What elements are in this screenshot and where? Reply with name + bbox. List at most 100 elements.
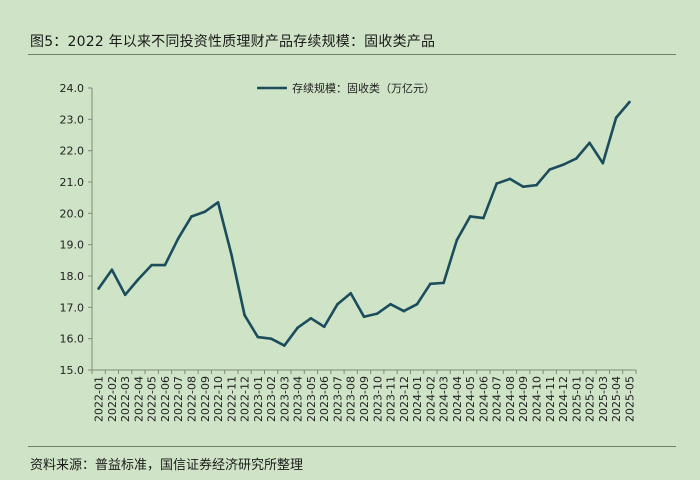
data-point xyxy=(349,291,353,295)
data-point xyxy=(322,325,326,329)
data-point xyxy=(628,100,631,104)
x-tick-label: 2023-05 xyxy=(305,376,318,422)
x-tick-label: 2024-02 xyxy=(424,376,437,422)
x-tick-label: 2023-03 xyxy=(278,376,291,422)
x-tick-label: 2023-07 xyxy=(331,376,344,422)
y-tick-label: 24.0 xyxy=(60,82,85,95)
x-tick-label: 2022-03 xyxy=(119,376,132,422)
x-tick-label: 2023-12 xyxy=(398,376,411,422)
x-tick-label: 2024-06 xyxy=(477,376,490,422)
data-point xyxy=(176,237,180,240)
source-note: 资料来源：普益标准，国信证券经济研究所整理 xyxy=(30,458,304,473)
data-point xyxy=(256,335,260,339)
x-tick-label: 2024-09 xyxy=(517,376,530,422)
data-point xyxy=(429,282,432,286)
x-tick-label: 2022-04 xyxy=(132,376,145,422)
data-point xyxy=(561,163,565,167)
x-tick-label: 2025-01 xyxy=(570,376,583,422)
data-point xyxy=(402,309,406,313)
data-point xyxy=(495,182,498,185)
data-point xyxy=(415,302,419,306)
x-tick-label: 2023-11 xyxy=(385,376,398,422)
x-tick-label: 2022-10 xyxy=(212,376,225,422)
data-point xyxy=(535,183,538,187)
x-tick-label: 2023-02 xyxy=(265,376,278,422)
data-point xyxy=(283,344,286,347)
legend-label: 存续规模：固收类（万亿元） xyxy=(292,81,435,95)
y-tick-label: 23.0 xyxy=(60,113,85,126)
series-line xyxy=(97,100,631,347)
x-axis: 2022-01 2022-02 2022-03 2022-04 2022-05 2022-… xyxy=(91,369,637,422)
data-point xyxy=(296,326,299,330)
y-tick-label: 22.0 xyxy=(60,145,85,158)
x-tick-label: 2023-08 xyxy=(345,376,358,422)
x-tick-label: 2024-04 xyxy=(451,376,464,422)
x-tick-label: 2024-11 xyxy=(544,376,557,422)
x-tick-label: 2024-12 xyxy=(557,376,570,422)
data-point xyxy=(243,313,246,317)
y-tick-label: 15.0 xyxy=(60,364,85,377)
data-point xyxy=(336,302,339,306)
y-tick-label: 19.0 xyxy=(60,239,85,252)
y-tick-label: 17.0 xyxy=(60,301,85,314)
data-point xyxy=(468,215,472,218)
data-point xyxy=(230,252,233,256)
data-point xyxy=(601,161,605,165)
x-tick-label: 2022-05 xyxy=(146,376,159,422)
data-point xyxy=(442,281,445,285)
data-point xyxy=(203,210,207,214)
x-tick-label: 2023-06 xyxy=(318,376,331,422)
data-point xyxy=(455,238,459,242)
data-point xyxy=(97,287,100,290)
line-chart: 存续规模：固收类（万亿元） 15.0 16.0 17.0 18.0 19.0 20.0 21… xyxy=(60,81,637,422)
x-tick-label: 2022-02 xyxy=(106,376,119,422)
x-tick-label: 2022-11 xyxy=(225,376,238,422)
x-tick-label: 2023-04 xyxy=(292,376,305,422)
data-point xyxy=(163,263,167,267)
data-point xyxy=(508,177,512,181)
data-point xyxy=(110,268,114,272)
data-point xyxy=(574,157,578,160)
data-point xyxy=(309,317,313,320)
x-tick-label: 2025-05 xyxy=(623,376,636,422)
data-point xyxy=(588,141,591,145)
plot-area xyxy=(97,100,631,347)
y-tick-label: 18.0 xyxy=(60,270,85,283)
x-tick-label: 2022-09 xyxy=(199,376,212,422)
x-tick-label: 2022-01 xyxy=(93,376,106,422)
y-tick-label: 16.0 xyxy=(60,333,85,346)
title-divider xyxy=(28,54,676,55)
data-point xyxy=(548,168,552,171)
y-axis: 15.0 16.0 17.0 18.0 19.0 20.0 21.0 22.0 23.0 24.0 xyxy=(60,82,93,377)
data-point xyxy=(521,185,525,188)
figure-title: 图5：2022 年以来不同投资性质理财产品存续规模：固收类产品 xyxy=(30,34,436,50)
x-tick-label: 2022-12 xyxy=(239,376,252,422)
data-point xyxy=(375,312,379,315)
x-tick-label: 2023-09 xyxy=(358,376,371,422)
x-tick-label: 2024-03 xyxy=(438,376,451,422)
data-point xyxy=(614,116,618,120)
data-point xyxy=(216,201,220,204)
footer-divider xyxy=(28,446,676,447)
data-point xyxy=(137,277,140,281)
x-tick-label: 2023-01 xyxy=(252,376,265,422)
x-tick-label: 2024-08 xyxy=(504,376,517,422)
x-tick-label: 2024-10 xyxy=(530,376,543,422)
data-point xyxy=(123,293,127,297)
x-tick-label: 2024-01 xyxy=(411,376,424,422)
x-tick-label: 2022-06 xyxy=(159,376,172,422)
data-point xyxy=(269,337,273,340)
x-tick-label: 2025-03 xyxy=(597,376,610,422)
y-tick-label: 21.0 xyxy=(60,176,85,189)
x-tick-label: 2025-02 xyxy=(584,376,597,422)
y-tick-label: 20.0 xyxy=(60,207,85,220)
x-tick-label: 2024-07 xyxy=(491,376,504,422)
x-tick-label: 2025-04 xyxy=(610,376,623,422)
legend: 存续规模：固收类（万亿元） xyxy=(257,81,435,95)
data-point xyxy=(482,216,485,220)
x-tick-label: 2023-10 xyxy=(371,376,384,422)
data-point xyxy=(389,302,392,306)
data-point xyxy=(190,215,193,218)
data-point xyxy=(362,315,366,319)
x-tick-label: 2024-05 xyxy=(464,376,477,422)
